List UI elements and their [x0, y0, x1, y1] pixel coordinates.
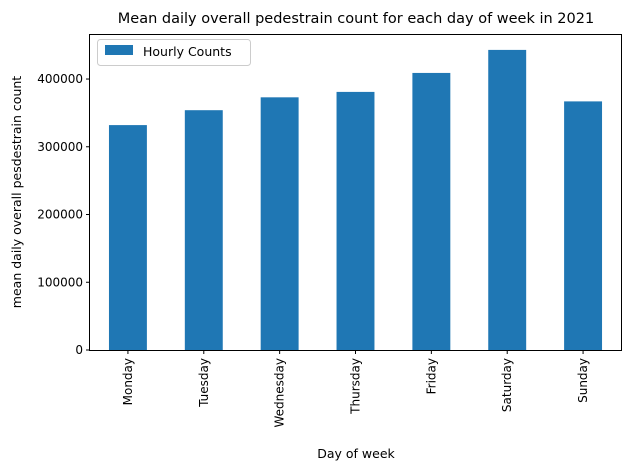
bar-monday	[108, 125, 147, 350]
x-tick-label: Tuesday	[197, 358, 211, 408]
bar-saturday	[488, 49, 527, 350]
x-tick-label: Sunday	[576, 358, 590, 403]
legend-swatch	[105, 45, 133, 55]
x-tick-label: Saturday	[500, 358, 514, 412]
x-tick-label: Friday	[424, 358, 438, 394]
bar-tuesday	[184, 110, 223, 351]
y-tick-label: 100000	[37, 275, 83, 289]
bar-sunday	[564, 101, 603, 350]
y-tick-label: 0	[75, 343, 83, 357]
bar-thursday	[336, 91, 375, 350]
plot-frame	[89, 34, 622, 351]
y-axis-label: mean daily overall pesdestrain count	[9, 76, 24, 308]
x-axis: Monday Tuesday Wednesday Thursday Friday Satu…	[121, 350, 590, 427]
bar-wednesday	[260, 97, 299, 351]
x-tick-label: Thursday	[349, 358, 363, 415]
y-axis: 0 100000 200000 300000 400000	[37, 72, 90, 357]
y-tick-label: 200000	[37, 208, 83, 222]
x-tick-label: Wednesday	[273, 358, 287, 427]
bars-layer	[108, 49, 603, 351]
bar-friday	[412, 72, 451, 350]
chart-title: Mean daily overall pedestrain count for …	[118, 11, 594, 27]
legend-frame	[97, 39, 251, 66]
y-tick-label: 300000	[37, 140, 83, 154]
y-tick-label: 400000	[37, 72, 83, 86]
x-tick-label: Monday	[121, 358, 135, 405]
x-axis-label: Day of week	[317, 446, 395, 461]
legend: Hourly Counts	[97, 39, 251, 66]
legend-label: Hourly Counts	[143, 44, 232, 59]
